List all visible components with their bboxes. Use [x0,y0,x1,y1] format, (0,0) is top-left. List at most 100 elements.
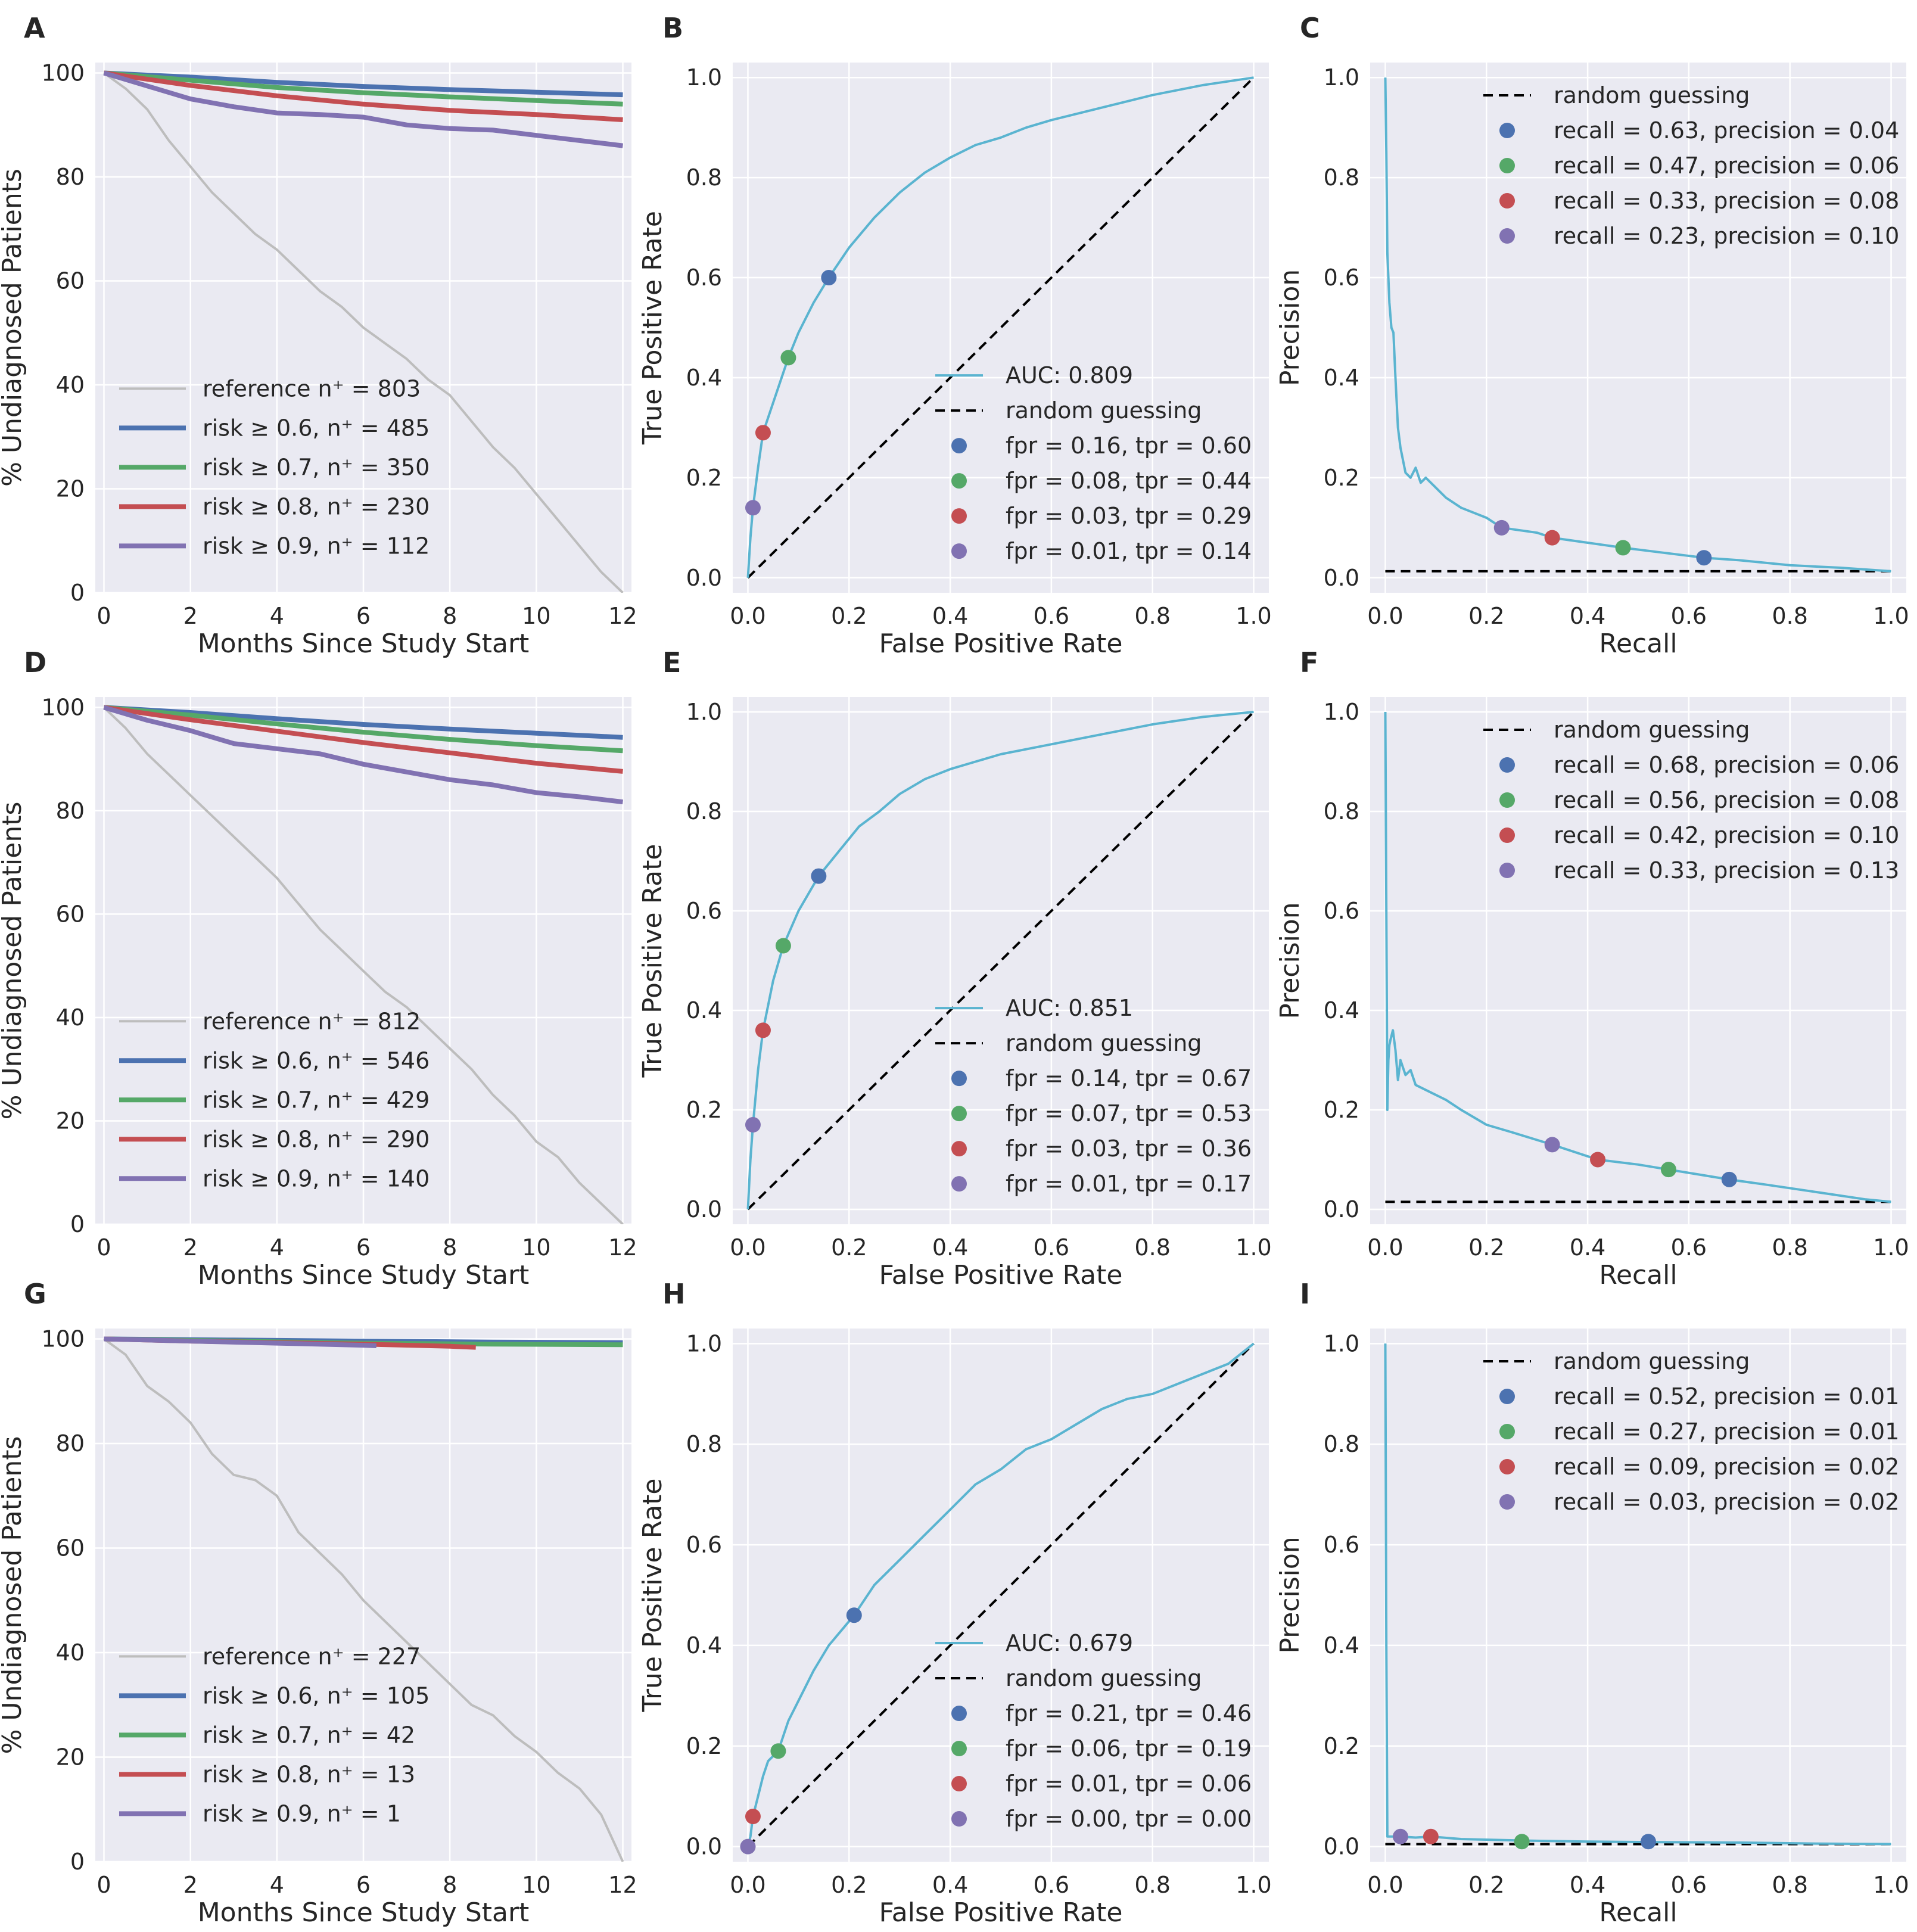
y-tick-label: 40 [56,372,85,398]
legend-label: recall = 0.52, precision = 0.01 [1554,1383,1899,1410]
y-tick-label: 100 [41,694,85,720]
plot-marks [1384,77,1891,573]
x-tick-label: 0.8 [1134,1234,1170,1261]
legend-label: fpr = 0.01, tpr = 0.06 [1006,1771,1252,1797]
x-tick-label: 0.4 [932,1234,968,1261]
legend-label: fpr = 0.03, tpr = 0.29 [1006,503,1252,529]
y-tick-label: 0.2 [686,1733,722,1759]
series-line-s09 [104,1336,376,1348]
x-tick-label: 0.4 [932,1872,968,1898]
legend-label: random guessing [1006,397,1202,424]
y-tick-label: 0.8 [1324,164,1359,191]
y-tick-label: 80 [56,164,85,190]
x-axis-label: Recall [1599,1260,1677,1290]
legend: AUC: 0.809 random guessing fpr = 0.16, tpr… [935,362,1252,564]
panel-g: 0 2 4 6 8 10 12 0 20 40 60 80 100 Months Since Study … [0,1278,637,1928]
y-tick-label: 1.0 [1324,699,1359,725]
x-tick-label: 0 [97,1872,111,1898]
y-tick-label: 0.2 [1324,1097,1359,1123]
gridlines [95,1329,631,1863]
panel-letter: F [1300,646,1318,679]
x-tick-label: 8 [443,1234,457,1261]
legend-label: risk ≥ 0.6, n⁺ = 485 [203,415,430,441]
y-tick-label: 0.0 [1324,1196,1359,1222]
threshold-point-s07 [780,350,796,366]
panel-a: 0 2 4 6 8 10 12 0 20 40 60 80 100 Months Since Study … [0,12,637,659]
x-axis-label: Months Since Study Start [198,629,530,659]
x-axis-label: Months Since Study Start [198,1260,530,1290]
threshold-point-s09 [1392,1828,1408,1844]
panel-f: 0.0 0.2 0.4 0.6 0.8 1.0 0.0 0.2 0.4 0.6 0.8 1.0 Reca… [1275,646,1909,1290]
y-tick-label: 0.8 [686,164,722,191]
random-guessing-line [747,711,1255,1211]
y-tick-label: 0 [70,1211,85,1237]
legend-label: fpr = 0.16, tpr = 0.60 [1006,433,1252,459]
legend: reference n⁺ = 803 risk ≥ 0.6, n⁺ = 485 ri… [119,375,430,559]
y-tick-label: 0.8 [1324,798,1359,825]
legend-label: recall = 0.56, precision = 0.08 [1554,787,1899,813]
legend-marker-s08 [1499,1459,1515,1474]
x-tick-label: 0.8 [1772,603,1807,629]
legend-marker-s06 [1499,1389,1515,1404]
threshold-point-s09 [1544,1137,1560,1153]
pr-curve [1384,711,1891,1203]
legend-label: risk ≥ 0.9, n⁺ = 112 [203,533,430,559]
x-tick-label: 0.6 [1034,603,1069,629]
legend-marker-s09 [1499,863,1515,878]
legend-marker-s09 [1499,228,1515,244]
threshold-point-s08 [1423,1828,1439,1844]
legend-label: recall = 0.03, precision = 0.02 [1554,1489,1899,1515]
x-tick-label: 1.0 [1873,603,1909,629]
legend-label: fpr = 0.21, tpr = 0.46 [1006,1700,1252,1726]
gridlines [733,1329,1269,1862]
legend-label: random guessing [1554,1348,1750,1374]
y-tick-label: 0.0 [1324,1834,1359,1860]
legend-marker-s06 [951,438,967,454]
x-tick-label: 0.6 [1034,1872,1069,1898]
y-tick-label: 0.6 [686,898,722,924]
y-tick-label: 0.6 [1324,265,1359,291]
series-line-s09 [103,70,623,148]
series-line-s08 [103,70,623,122]
y-tick-label: 60 [56,267,85,294]
panel-letter: I [1300,1278,1310,1310]
y-tick-label: 1.0 [1324,1330,1359,1357]
y-tick-label: 40 [56,1004,85,1031]
x-tick-label: 0.6 [1671,1872,1707,1898]
legend-marker-s09 [951,1176,967,1192]
y-tick-label: 60 [56,901,85,927]
legend-label: risk ≥ 0.8, n⁺ = 290 [203,1126,430,1152]
y-tick-label: 1.0 [1324,64,1359,91]
x-tick-label: 2 [183,603,198,629]
legend: AUC: 0.851 random guessing fpr = 0.14, tpr… [935,995,1252,1197]
legend-label: AUC: 0.809 [1006,362,1133,388]
legend-marker-s09 [951,1811,967,1827]
y-tick-label: 100 [41,1326,85,1352]
y-tick-label: 40 [56,1639,85,1666]
panel-b: 0.0 0.2 0.4 0.6 0.8 1.0 0.0 0.2 0.4 0.6 0.8 1.0 Fals… [637,12,1272,659]
legend-label: random guessing [1006,1030,1202,1056]
x-tick-label: 12 [608,1234,637,1261]
panel-letter: A [24,12,45,44]
legend-label: recall = 0.63, precision = 0.04 [1554,117,1899,144]
legend-label: recall = 0.27, precision = 0.01 [1554,1418,1899,1445]
legend-label: random guessing [1554,717,1750,743]
legend-label: fpr = 0.06, tpr = 0.19 [1006,1735,1252,1762]
legend-label: risk ≥ 0.8, n⁺ = 230 [203,493,430,519]
y-tick-label: 0 [70,580,85,606]
random-guessing-line [747,76,1255,579]
y-tick-label: 0.4 [686,1632,722,1659]
x-tick-label: 0.4 [932,603,968,629]
y-tick-label: 0.0 [1324,565,1359,591]
y-tick-label: 0.0 [686,1196,722,1222]
x-tick-label: 1.0 [1236,1234,1271,1261]
y-tick-label: 0.4 [1324,997,1359,1023]
y-tick-label: 20 [56,1107,85,1134]
series-line-s07 [104,70,623,107]
y-tick-label: 0.6 [686,1532,722,1558]
legend-label: risk ≥ 0.6, n⁺ = 546 [203,1047,430,1074]
threshold-point-s09 [1493,519,1510,536]
legend-label: risk ≥ 0.7, n⁺ = 429 [203,1087,430,1113]
x-tick-label: 1.0 [1236,603,1271,629]
